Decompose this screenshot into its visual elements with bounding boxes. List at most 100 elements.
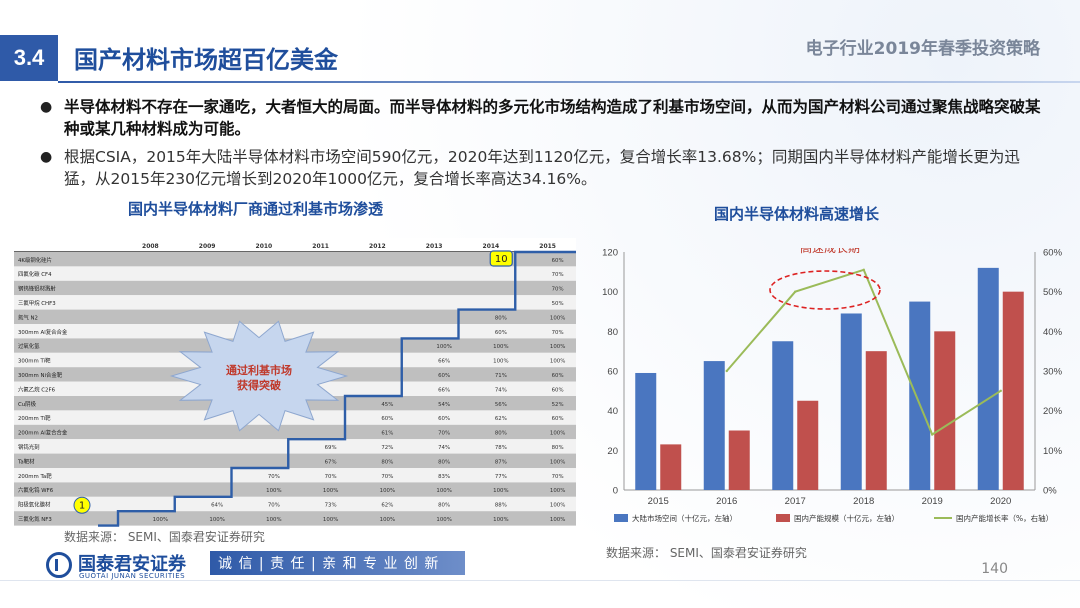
right-tick-label: 30%: [1043, 367, 1063, 378]
legend-label: 国内产能增长率（%，右轴）: [956, 513, 1053, 523]
end-marker-label: 10: [495, 254, 508, 265]
cell-value: 50%: [552, 301, 564, 307]
cell-value: 74%: [495, 387, 507, 393]
growth-rate-line: [725, 268, 1002, 436]
cell-value: 78%: [495, 445, 507, 451]
left-figure-title: 国内半导体材料厂商通过利基市场渗透: [128, 200, 384, 218]
table-row: [14, 295, 576, 310]
company-name-en: GUOTAI JUNAN SECURITIES: [79, 572, 186, 580]
row-label: 4K级钢化硅片: [18, 256, 52, 264]
cell-value: 100%: [380, 488, 395, 494]
left-tick-label: 20: [607, 446, 618, 457]
growth-rate-point: [862, 268, 865, 272]
bar: [797, 400, 819, 490]
legend-label: 大陆市场空间（十亿元，左轴）: [632, 513, 737, 523]
cell-value: 100%: [493, 488, 508, 494]
bar: [865, 351, 887, 490]
end-marker: [489, 250, 513, 267]
section-number-badge: 3.4: [0, 35, 58, 81]
legend-swatch: [776, 514, 790, 522]
report-title: 电子行业2019年春季投资策略: [805, 39, 1040, 59]
table-row: [14, 453, 576, 468]
right-chart-title: 国内半导体材料高速增长: [714, 205, 880, 223]
annotation-label: 高速成长期: [800, 248, 860, 255]
cell-value: 62%: [495, 416, 507, 422]
bar: [660, 444, 682, 490]
cell-value: 87%: [495, 459, 507, 465]
cell-value: 70%: [438, 431, 450, 437]
cell-value: 100%: [550, 315, 565, 321]
cell-value: 100%: [550, 344, 565, 350]
row-label: 钢钨锋铝材溅射: [18, 285, 56, 293]
left-tick-label: 0: [613, 486, 618, 497]
row-label: 氮气 N2: [18, 313, 38, 321]
right-tick-label: 50%: [1043, 287, 1063, 298]
cell-value: 61%: [381, 431, 393, 437]
cell-value: 72%: [381, 445, 393, 451]
bullet-item: ● 根据CSIA，2015年大陆半导体材料市场空间590亿元，2020年达到11…: [40, 146, 1050, 190]
left-source-note: 数据来源： SEMI、国泰君安证券研究: [64, 530, 265, 544]
left-tick-label: 80: [607, 327, 618, 338]
year-header: 2010: [256, 243, 273, 250]
row-label: 300mm Ti靶: [18, 357, 51, 365]
cell-value: 66%: [438, 359, 450, 365]
high-growth-ellipse: [769, 270, 881, 310]
growth-rate-point: [931, 433, 934, 436]
table-row: [14, 511, 576, 526]
cell-value: 80%: [495, 431, 507, 437]
table-row: [14, 496, 576, 512]
cell-value: 77%: [495, 474, 507, 480]
cell-value: 80%: [438, 503, 450, 509]
cell-value: 74%: [438, 445, 450, 451]
cell-value: 100%: [436, 517, 451, 523]
row-label: 三氟甲烷 CHF3: [18, 299, 56, 307]
burst-label-line1: 通过利基市场: [226, 363, 292, 377]
table-row: [14, 482, 576, 497]
right-tick-label: 0%: [1043, 486, 1057, 497]
cell-value: 100%: [493, 517, 508, 523]
left-tick-label: 40: [607, 406, 618, 417]
cell-value: 70%: [552, 287, 564, 293]
cell-value: 80%: [495, 315, 507, 321]
year-header: 2008: [142, 243, 159, 250]
table-header-bg: [14, 238, 576, 252]
cell-value: 70%: [268, 474, 280, 480]
burst-callout-shape: [169, 320, 349, 432]
bullet-text: 根据CSIA，2015年大陆半导体材料市场空间590亿元，2020年达到1120…: [64, 148, 1020, 188]
cell-value: 60%: [552, 416, 564, 422]
right-source-note: 数据来源： SEMI、国泰君安证券研究: [606, 546, 807, 560]
penetration-staircase-line: [98, 250, 576, 527]
start-marker: [73, 496, 91, 514]
right-tick-label: 60%: [1043, 248, 1063, 259]
cell-value: 62%: [381, 503, 393, 509]
row-label: 钢钨光刻: [18, 443, 40, 451]
cell-value: 100%: [436, 488, 451, 494]
cell-value: 64%: [211, 503, 223, 509]
cell-value: 100%: [493, 359, 508, 365]
company-logo-icon: [46, 552, 72, 578]
bullet-dot-icon: ●: [40, 149, 53, 165]
table-row: [14, 252, 576, 267]
cell-value: 60%: [552, 387, 564, 393]
bar: [772, 341, 794, 490]
bullet-text: 半导体材料不存在一家通吃，大者恒大的局面。而半导体材料的多元化市场结构造成了利基…: [64, 98, 1041, 138]
row-label: 200mm Ta靶: [18, 472, 52, 480]
cell-value: 100%: [266, 517, 281, 523]
bullet-list: ● 半导体材料不存在一家通吃，大者恒大的局面。而半导体材料的多元化市场结构造成了…: [40, 96, 1050, 196]
bar: [1002, 291, 1024, 490]
cell-value: 100%: [153, 517, 168, 523]
bullet-item: ● 半导体材料不存在一家通吃，大者恒大的局面。而半导体材料的多元化市场结构造成了…: [40, 96, 1050, 140]
company-slogan: 诚 信 | 责 任 | 亲 和 专 业 创 新: [210, 551, 465, 575]
x-tick-label: 2015: [648, 496, 669, 507]
cell-value: 70%: [268, 503, 280, 509]
cell-value: 60%: [552, 258, 564, 264]
cell-value: 70%: [552, 474, 564, 480]
page-number: 140: [981, 561, 1008, 577]
legend-swatch: [614, 514, 628, 522]
row-label: 阳极氧化膜材: [18, 501, 51, 509]
cell-value: 100%: [436, 344, 451, 350]
cell-value: 100%: [323, 517, 338, 523]
cell-value: 100%: [550, 431, 565, 437]
row-label: Cu阴极: [18, 400, 37, 408]
table-row: [14, 424, 576, 440]
